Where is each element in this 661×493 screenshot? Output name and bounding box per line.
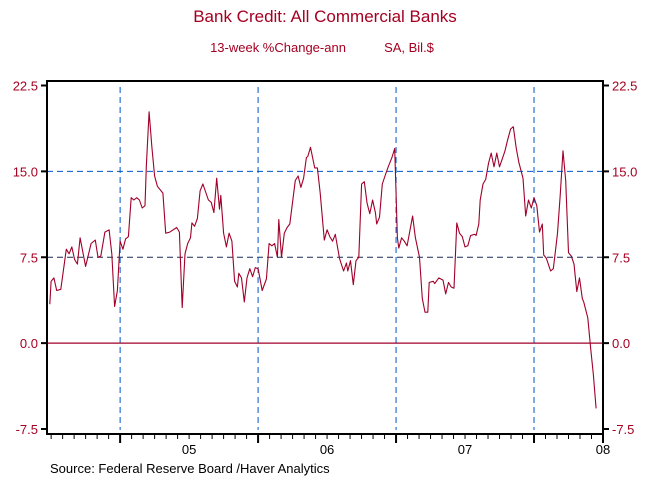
x-tick-label: 08	[596, 442, 610, 457]
y-tick-label-left: 22.5	[13, 79, 38, 94]
x-tick-label: 05	[182, 442, 196, 457]
y-tick-label-left: 15.0	[13, 164, 38, 179]
y-tick-label-left: -7.5	[16, 422, 38, 437]
series-group	[49, 111, 597, 409]
y-tick-label-left: 7.5	[20, 250, 38, 265]
y-axis: 22.5 22.5 15.0 15.0 7.5 7.5 0.0 0.0 -7.5 -7.5	[13, 79, 638, 438]
x-tick-label: 07	[458, 442, 472, 457]
source-note: Source: Federal Reserve Board /Haver Ana…	[50, 461, 330, 476]
y-tick-label-right: 0.0	[612, 336, 630, 351]
chart-subtitle-left: 13-week %Change-ann	[210, 40, 346, 55]
y-tick-label-right: -7.5	[612, 422, 634, 437]
chart-subtitle-right: SA, Bil.$	[384, 40, 435, 55]
y-tick-label-right: 22.5	[612, 79, 637, 94]
y-tick-label-right: 15.0	[612, 164, 637, 179]
chart-title: Bank Credit: All Commercial Banks	[193, 7, 457, 26]
y-tick-label-right: 7.5	[612, 250, 630, 265]
y-tick-label-left: 0.0	[20, 336, 38, 351]
x-axis: 05 06 07 08	[50, 434, 610, 457]
series-line	[49, 111, 597, 409]
x-tick-label: 06	[320, 442, 334, 457]
gridlines	[47, 87, 603, 430]
